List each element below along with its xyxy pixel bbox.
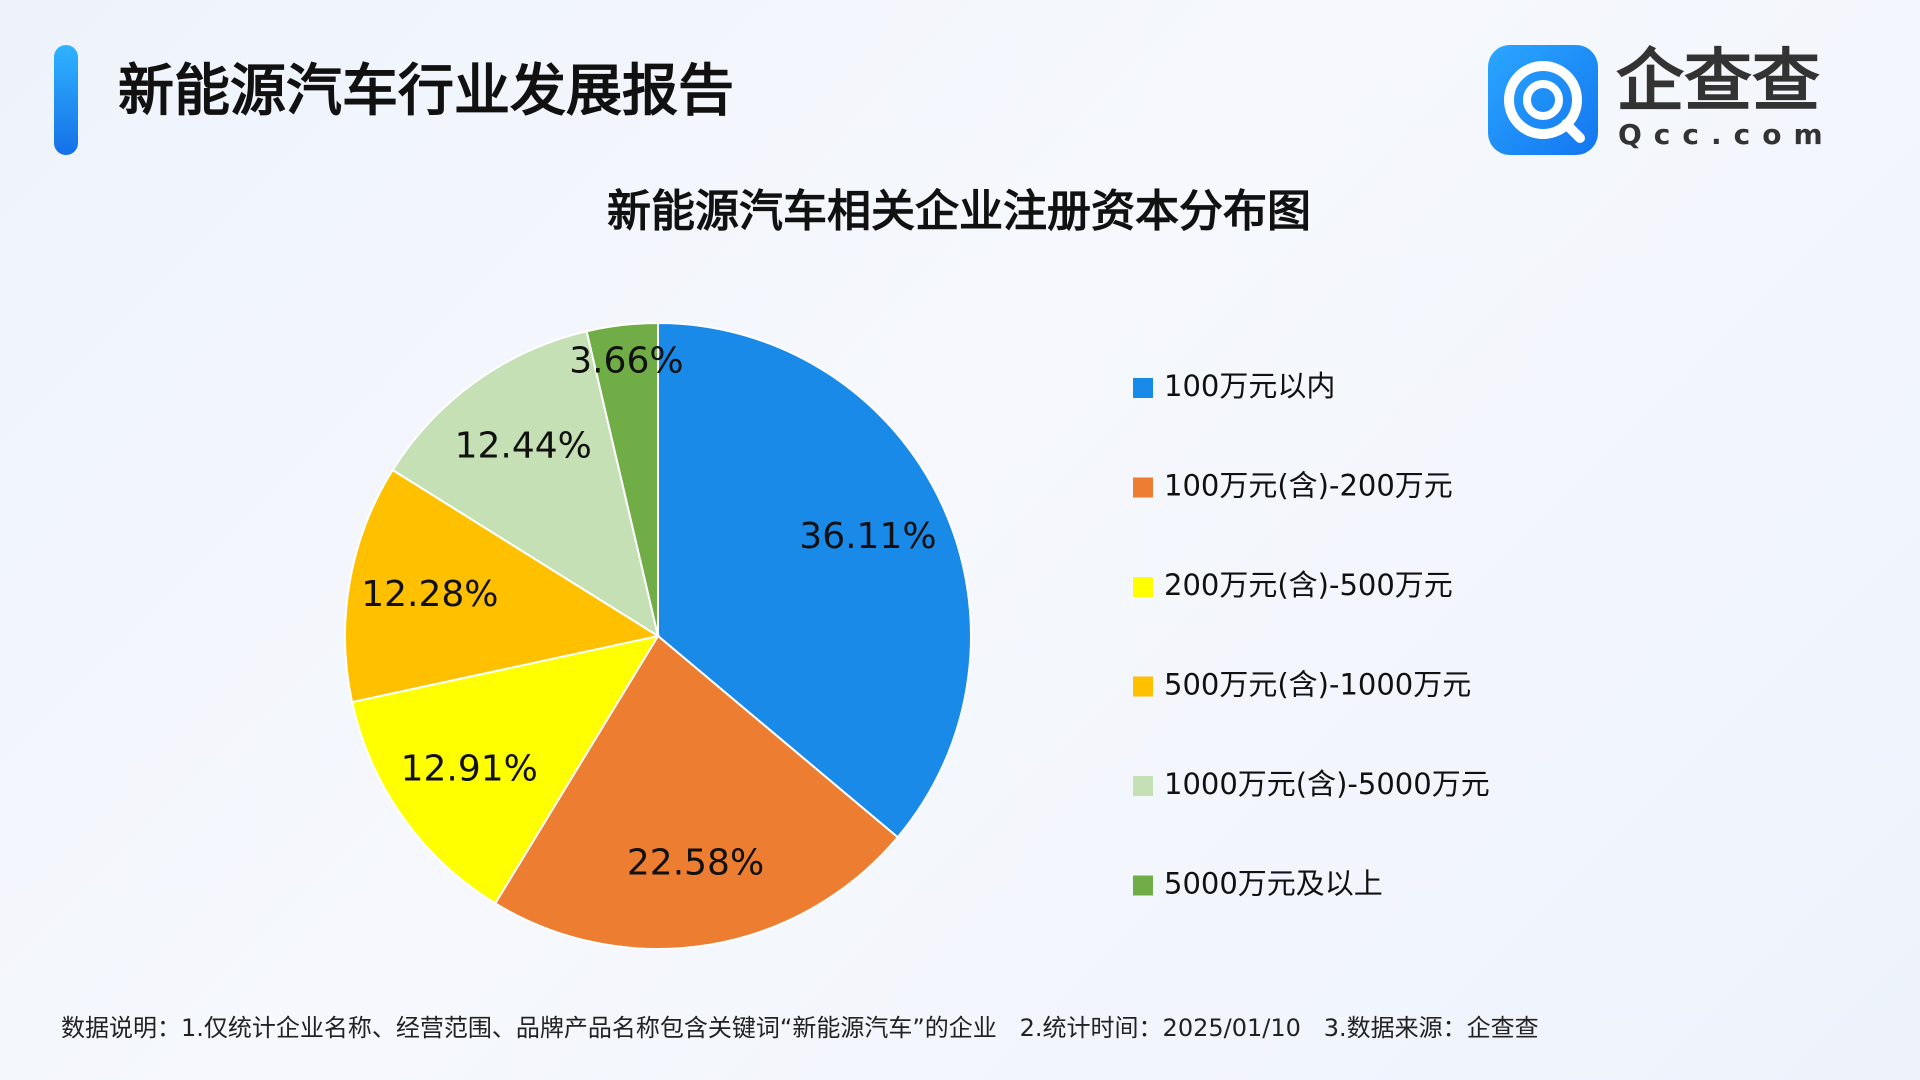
pie-slice <box>585 321 659 637</box>
pie-slice <box>350 634 661 905</box>
legend-swatch <box>1133 577 1153 597</box>
data-label: 12.44% <box>455 426 592 467</box>
legend-label: 100万元以内 <box>1164 369 1335 403</box>
logo-domain: Qcc.com <box>1618 118 1835 151</box>
page-title: 新能源汽车行业发展报告 <box>118 59 734 124</box>
pie-slice <box>391 330 660 639</box>
legend-label: 500万元(含)-1000万元 <box>1164 668 1471 702</box>
data-label: 22.58% <box>627 843 764 884</box>
data-label: 3.66% <box>569 340 683 381</box>
footnote: 数据说明：1.仅统计企业名称、经营范围、品牌产品名称包含关键词“新能源汽车”的企… <box>61 1014 1539 1042</box>
chart-title: 新能源汽车相关企业注册资本分布图 <box>607 186 1311 237</box>
logo-icon <box>1488 45 1598 155</box>
legend-swatch <box>1133 378 1153 398</box>
legend-swatch <box>1133 477 1153 498</box>
legend-swatch <box>1133 676 1153 697</box>
data-label: 12.28% <box>361 574 498 615</box>
pie-slice <box>657 321 972 839</box>
legend-label: 100万元(含)-200万元 <box>1164 469 1453 503</box>
pie-slice <box>493 634 900 950</box>
legend-label: 5000万元及以上 <box>1164 867 1383 901</box>
legend-label: 200万元(含)-500万元 <box>1164 568 1453 602</box>
data-label: 12.91% <box>401 748 538 789</box>
accent-bar <box>54 45 78 155</box>
data-label: 36.11% <box>799 516 936 557</box>
logo-name: 企查查 <box>1616 43 1820 122</box>
legend-swatch <box>1133 875 1153 896</box>
legend-label: 1000万元(含)-5000万元 <box>1164 767 1490 801</box>
legend-swatch <box>1133 776 1153 796</box>
pie-slice <box>344 468 661 704</box>
